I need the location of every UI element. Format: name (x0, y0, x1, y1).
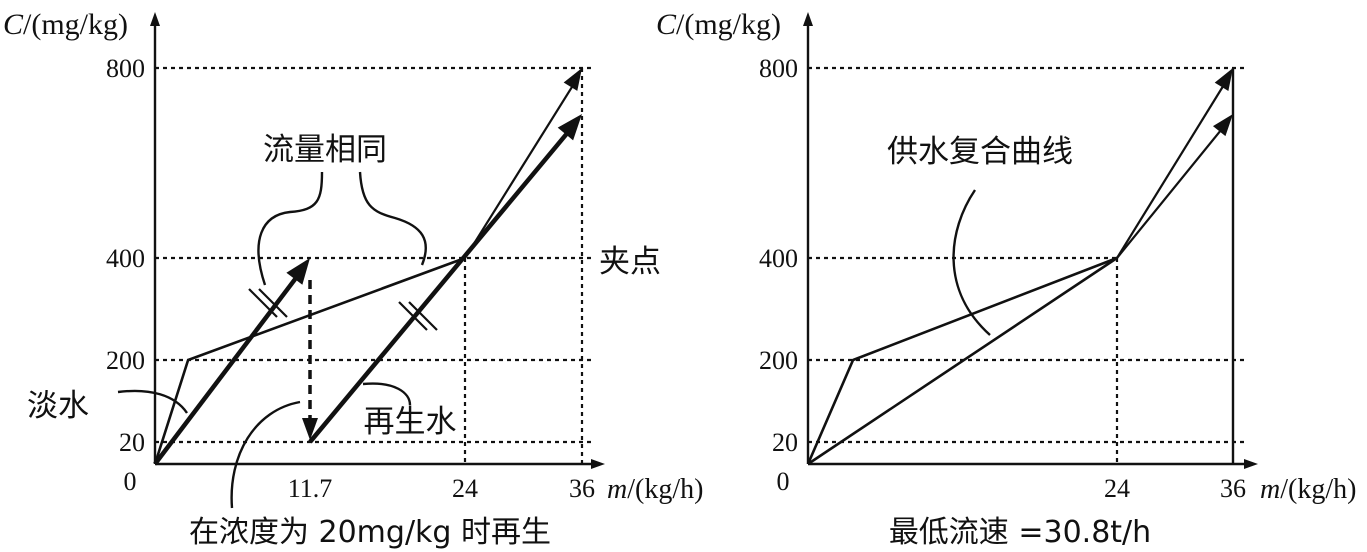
y-axis-label-unit: /(mg/kg) (23, 8, 128, 41)
supply-composite-arrow (1212, 114, 1233, 137)
y-tick-label: 20 (772, 428, 798, 457)
x-tick-label: 11.7 (288, 474, 333, 503)
x-axis-label-unit: /(kg/h) (627, 474, 703, 505)
caption-leader (230, 400, 301, 509)
x-axis-label: m/(kg/h) (607, 474, 703, 505)
equal-flow-tick-right-1 (408, 301, 438, 331)
y-axis-label: C/(mg/kg) (3, 8, 128, 41)
demand-curve-upper (1116, 78, 1229, 259)
y-axis-label-unit: /(mg/kg) (676, 8, 781, 41)
x-axis-arrow (1244, 459, 1258, 469)
y-axis-label-symbol: C (656, 8, 677, 41)
fresh-water-line (153, 266, 306, 466)
regeneration-drop-arrow (302, 418, 318, 440)
fresh-water-arrow (286, 258, 310, 285)
pinch-label: 夹点 (599, 244, 661, 280)
regen-water-leader (362, 382, 412, 406)
demand-curve-arrow (563, 68, 582, 91)
same-flow-label: 流量相同 (263, 132, 387, 168)
y-tick-label: 400 (759, 244, 798, 273)
regen-water-line (308, 122, 577, 444)
demand-curve (806, 256, 1118, 465)
same-flow-brace-right (358, 171, 427, 266)
x-axis-label-symbol: m (1260, 474, 1280, 505)
demand-curve-upper (464, 76, 580, 259)
composite-curve-leader (952, 189, 991, 336)
same-flow-brace-left (257, 171, 324, 286)
x-axis-arrow (591, 459, 605, 469)
y-axis-label: C/(mg/kg) (656, 8, 781, 41)
x-tick-label: 36 (569, 474, 595, 503)
left-caption: 在浓度为 20mg/kg 时再生 (189, 515, 551, 550)
y-tick-label: 20 (119, 428, 145, 457)
x-axis-label-unit: /(kg/h) (1280, 474, 1356, 505)
x-tick-label: 24 (452, 474, 478, 503)
fresh-water-leader (117, 389, 188, 414)
y-tick-label: 200 (106, 346, 145, 375)
x-tick-label: 24 (1104, 474, 1130, 503)
x-axis-label-symbol: m (607, 474, 627, 505)
y-axis-arrow (803, 12, 813, 26)
x-axis-label: m/(kg/h) (1260, 474, 1356, 505)
origin-label: 0 (777, 467, 790, 496)
y-axis-arrow (150, 12, 160, 26)
composite-curve-label: 供水复合曲线 (887, 134, 1073, 170)
regen-water-arrow (557, 114, 582, 141)
equal-flow-tick-left-1 (258, 288, 288, 318)
supply-composite-upper (1116, 122, 1228, 259)
equal-flow-tick-left-0 (248, 288, 278, 318)
fresh-water-label: 淡水 (27, 388, 89, 424)
y-tick-label: 800 (759, 54, 798, 83)
right-caption: 最低流速 =30.8t/h (889, 515, 1151, 550)
supply-composite-curve (807, 256, 1118, 466)
y-tick-label: 400 (106, 244, 145, 273)
demand-curve (153, 256, 466, 465)
y-tick-label: 200 (759, 346, 798, 375)
origin-label: 0 (124, 467, 137, 496)
y-tick-label: 800 (106, 54, 145, 83)
demand-curve-arrow (1214, 68, 1233, 91)
regen-water-label: 再生水 (364, 404, 457, 440)
right-chart: C/(mg/kg) m/(kg/h) 0 20 200 400 800 24 36 供水复合曲线最… (656, 8, 1356, 550)
y-axis-label-symbol: C (3, 8, 24, 41)
equal-flow-tick-right-0 (398, 301, 428, 331)
x-tick-label: 36 (1220, 474, 1246, 503)
